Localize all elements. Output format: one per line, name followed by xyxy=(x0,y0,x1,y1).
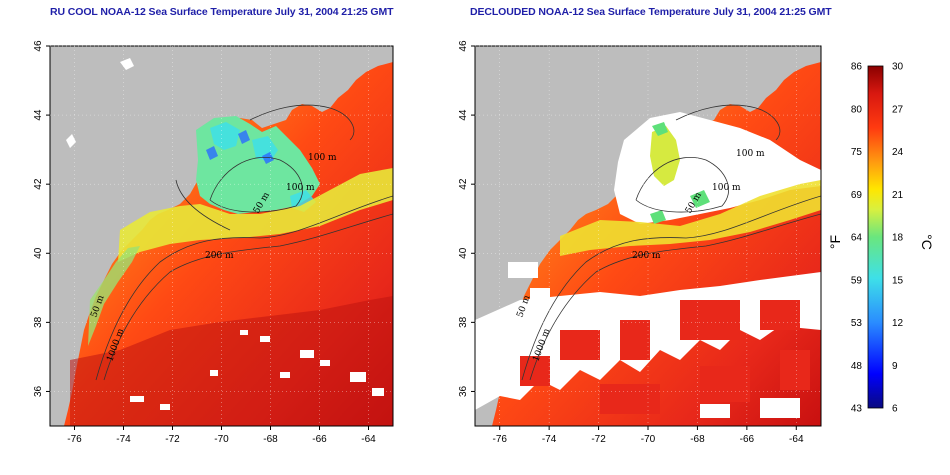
right-sst-map: 100 m 100 m 50 m 200 m 50 m 1000 m xyxy=(475,46,821,426)
celsius-tick-label: 6 xyxy=(892,404,898,415)
x-tick-label: -72 xyxy=(591,434,606,445)
x-tick-label: -70 xyxy=(214,434,229,445)
contour-label: 200 m xyxy=(205,251,234,261)
y-tick-label: 46 xyxy=(33,40,44,52)
y-tick-label: 40 xyxy=(33,247,44,259)
fahrenheit-tick-label: 43 xyxy=(851,404,863,415)
fahrenheit-tick-label: 80 xyxy=(851,104,863,115)
contour-label: 200 m xyxy=(632,251,661,261)
cyan-patches xyxy=(210,122,316,212)
celsius-tick-label: 30 xyxy=(892,62,904,73)
temperature-colorbar: 30 86 27 80 24 75 21 69 18 64 15 59 12 53 9 48 6 43 °F °C xyxy=(827,62,935,415)
land-mass xyxy=(475,46,821,426)
x-tick-label: -66 xyxy=(312,434,327,445)
cloud-pixels xyxy=(508,262,800,418)
x-tick-label: -70 xyxy=(641,434,656,445)
fahrenheit-tick-label: 53 xyxy=(851,318,863,329)
celsius-tick-label: 12 xyxy=(892,318,904,329)
x-tick-label: -72 xyxy=(165,434,180,445)
celsius-tick-label: 27 xyxy=(892,104,904,115)
y-tick-label: 36 xyxy=(458,385,469,397)
green-nearshore xyxy=(88,246,140,346)
x-tick-label: -74 xyxy=(542,434,557,445)
x-tick-label: -66 xyxy=(740,434,755,445)
x-tick-label: -64 xyxy=(361,434,376,445)
y-tick-label: 42 xyxy=(458,178,469,190)
fahrenheit-unit-label: °F xyxy=(827,235,843,249)
left-panel-title: RU COOL NOAA-12 Sea Surface Temperature … xyxy=(50,6,394,18)
contour-label: 100 m xyxy=(712,183,741,193)
gulf-stream-core xyxy=(70,296,393,426)
fahrenheit-tick-label: 75 xyxy=(851,147,863,158)
green-patch xyxy=(650,122,710,224)
x-tick-label: -76 xyxy=(492,434,507,445)
y-tick-label: 38 xyxy=(33,316,44,328)
fahrenheit-tick-label: 86 xyxy=(851,62,863,73)
y-tick-label: 38 xyxy=(458,316,469,328)
contour-label: 100 m xyxy=(286,183,315,193)
colorbar-tick-labels: 30 86 27 80 24 75 21 69 18 64 15 59 12 53 9 48 6 43 xyxy=(851,62,904,415)
y-tick-label: 42 xyxy=(33,178,44,190)
yellow-shelf-band xyxy=(560,180,821,256)
celsius-tick-label: 18 xyxy=(892,233,904,244)
bay-water xyxy=(66,58,134,148)
y-tick-label: 44 xyxy=(458,109,469,121)
celsius-unit-label: °C xyxy=(919,234,935,250)
x-tick-label: -64 xyxy=(789,434,804,445)
cool-water-patch xyxy=(650,126,680,186)
contour-label: 100 m xyxy=(736,149,765,159)
fahrenheit-tick-label: 64 xyxy=(851,233,863,244)
x-tick-label: -68 xyxy=(690,434,705,445)
y-tick-label: 40 xyxy=(458,247,469,259)
contour-label: 100 m xyxy=(308,153,337,163)
celsius-tick-label: 21 xyxy=(892,190,904,201)
bathymetry-contours xyxy=(95,104,393,381)
celsius-tick-label: 24 xyxy=(892,147,904,158)
x-tick-label: -68 xyxy=(263,434,278,445)
celsius-tick-label: 9 xyxy=(892,361,898,372)
right-panel-title: DECLOUDED NOAA-12 Sea Surface Temperatur… xyxy=(470,6,832,18)
right-axes: -76 -74 -72 -70 -68 -66 -64 36 38 40 42 44 46 xyxy=(458,40,821,445)
x-tick-label: -74 xyxy=(116,434,131,445)
y-tick-label: 36 xyxy=(33,385,44,397)
fahrenheit-tick-label: 69 xyxy=(851,190,863,201)
celsius-tick-label: 15 xyxy=(892,275,904,286)
left-axes: -76 -74 -72 -70 -68 -66 -64 36 38 40 42 44 46 xyxy=(33,40,393,445)
sst-pixels-in-clouds xyxy=(520,300,810,414)
cloud-pixels xyxy=(130,330,384,410)
land-mass xyxy=(50,46,393,426)
y-tick-label: 44 xyxy=(33,109,44,121)
y-tick-label: 46 xyxy=(458,40,469,52)
colorbar-ramp xyxy=(867,65,884,409)
fahrenheit-tick-label: 59 xyxy=(851,275,863,286)
bathymetry-contours xyxy=(521,104,821,381)
x-tick-label: -76 xyxy=(67,434,82,445)
fahrenheit-tick-label: 48 xyxy=(851,361,863,372)
blue-patches xyxy=(206,130,274,164)
yellow-shelf-band xyxy=(118,168,393,262)
